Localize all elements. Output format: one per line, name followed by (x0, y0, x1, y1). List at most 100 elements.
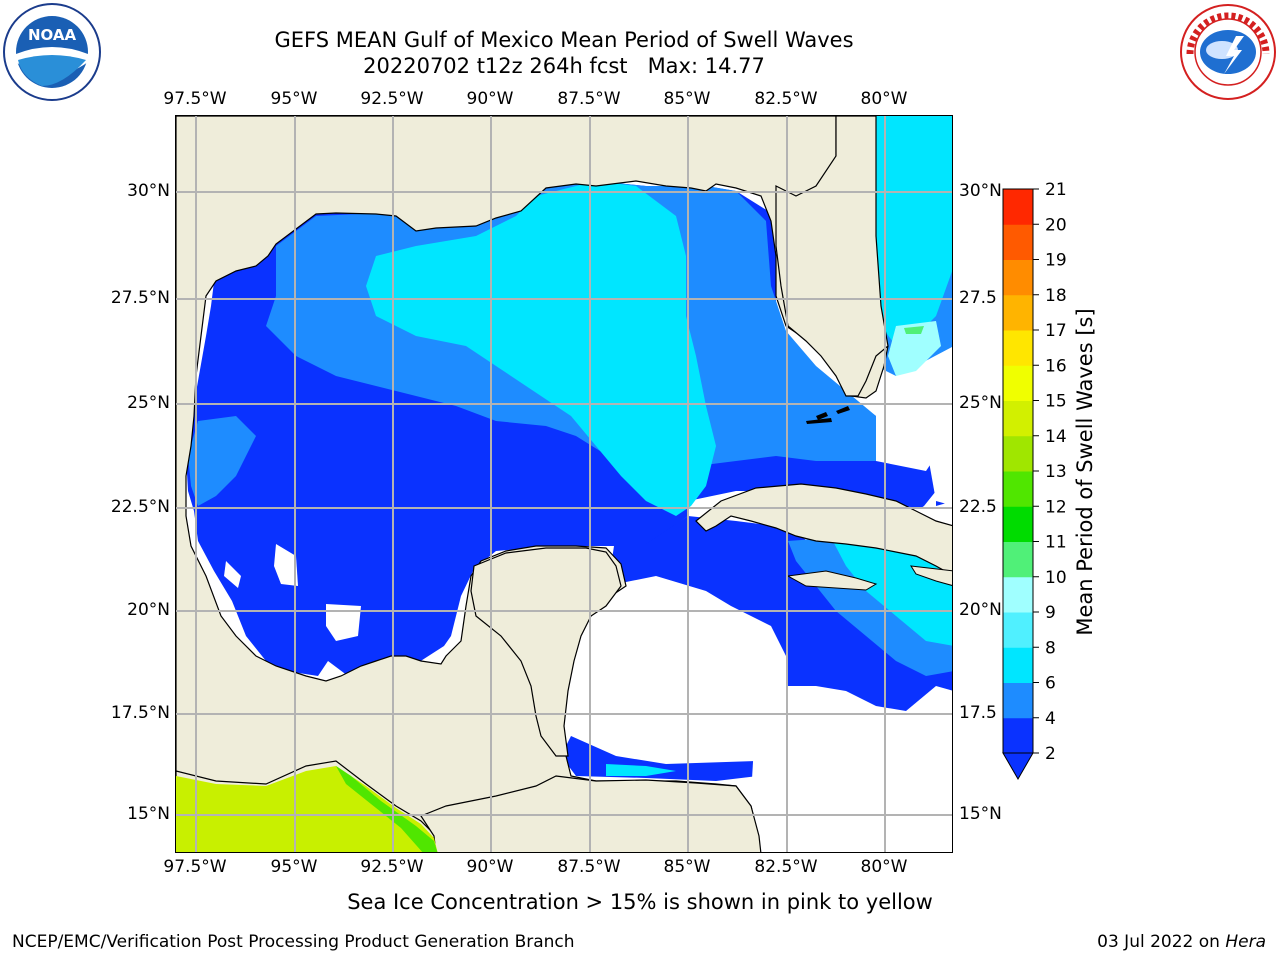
lon-label-top: 95°W (270, 89, 318, 109)
land-florida (775, 116, 889, 397)
lon-label-bottom: 82.5°W (754, 857, 818, 877)
colorbar-tick-label: 18 (1045, 286, 1067, 306)
colorbar-segment (1003, 506, 1033, 542)
colorbar-segment (1003, 717, 1033, 754)
lat-label-left: 17.5°N (110, 703, 170, 723)
colorbar-tick-label: 21 (1045, 180, 1067, 200)
colorbar-segment (1003, 294, 1033, 331)
colorbar-tick-label: 10 (1045, 568, 1067, 588)
colorbar-segment (1003, 435, 1033, 472)
nws-logo (1178, 2, 1278, 102)
lon-label-bottom: 87.5°W (557, 857, 621, 877)
no-data-patch (274, 544, 298, 586)
colorbar-tick-label: 15 (1045, 392, 1067, 412)
colorbar-extend-arrow (1002, 752, 1034, 781)
colorbar-svg: 2 4 6 8 9 10 11 12 13 14 15 16 17 18 19 20 21 (1002, 180, 1067, 781)
colorbar-segment (1003, 189, 1033, 225)
colorbar: 2 4 6 8 9 10 11 12 13 14 15 16 17 18 19 20 21 (995, 175, 1075, 799)
lon-label-top: 85°W (663, 89, 711, 109)
colorbar-tick-label: 19 (1045, 251, 1067, 271)
land-yucatan (470, 547, 622, 757)
noaa-logo-text: NOAA (28, 26, 77, 44)
colorbar-tick-label: 11 (1045, 533, 1067, 553)
lon-label-bottom: 80°W (860, 857, 908, 877)
land-cuba (695, 483, 952, 576)
lon-label-bottom: 95°W (270, 857, 318, 877)
lat-label-right: 17.5 (959, 703, 997, 723)
swell-period-map (176, 116, 952, 852)
colorbar-segment (1003, 330, 1033, 366)
swell-region-pacific-edge (336, 766, 438, 852)
no-data-patch (224, 561, 241, 588)
no-data-patch (751, 711, 952, 852)
lon-label-top: 87.5°W (557, 89, 621, 109)
lat-label-right: 22.5 (959, 497, 997, 517)
credit-text: NCEP/EMC/Verification Post Processing Pr… (12, 932, 575, 952)
lon-label-top: 97.5°W (163, 89, 227, 109)
colorbar-tick-label: 8 (1045, 638, 1056, 658)
map-gridlines (176, 116, 952, 852)
colorbar-tick-label: 17 (1045, 321, 1067, 341)
lat-label-left: 20°N (127, 600, 170, 620)
colorbar-segment (1003, 471, 1033, 507)
colorbar-tick-label: 4 (1045, 709, 1056, 729)
land-bahamas (816, 412, 828, 420)
lat-label-right: 25°N (959, 393, 1002, 413)
noaa-logo: NOAA (2, 2, 102, 102)
swell-region-6-8s-honduras (606, 764, 676, 776)
lat-label-left: 30°N (127, 181, 170, 201)
lat-label-left: 27.5°N (110, 288, 170, 308)
no-data-patch (326, 604, 361, 641)
colorbar-segment (1003, 365, 1033, 401)
lon-label-bottom: 92.5°W (360, 857, 424, 877)
colorbar-segment (1003, 259, 1033, 296)
colorbar-tick-label: 9 (1045, 603, 1056, 623)
map-panel (175, 115, 953, 853)
lon-label-top: 92.5°W (360, 89, 424, 109)
lon-label-bottom: 97.5°W (163, 857, 227, 877)
land-keys (806, 418, 832, 424)
date-text: 03 Jul 2022 on (1097, 932, 1226, 952)
no-data-patch (928, 394, 952, 506)
land-hispaniola (910, 565, 952, 586)
lon-label-top: 82.5°W (754, 89, 818, 109)
swell-region-4-6s-west (188, 416, 256, 506)
lat-label-right: 15°N (959, 804, 1002, 824)
sea-ice-note: Sea Ice Concentration > 15% is shown in … (347, 890, 933, 914)
colorbar-title: Mean Period of Swell Waves [s] (1073, 308, 1097, 636)
colorbar-segment (1003, 612, 1033, 648)
swell-region-6-8s-caribbean (826, 528, 952, 646)
machine-name: Hera (1225, 932, 1266, 952)
colorbar-tick-label: 2 (1045, 744, 1056, 764)
lat-label-left: 25°N (127, 393, 170, 413)
swell-region-pacific (176, 766, 438, 852)
lon-label-bottom: 90°W (466, 857, 514, 877)
colorbar-tick-label: 6 (1045, 674, 1056, 694)
colorbar-segment (1003, 647, 1033, 683)
land-jamaica (786, 570, 878, 591)
lat-label-right: 30°N (959, 181, 1002, 201)
lat-label-right: 27.5 (959, 288, 997, 308)
chart-title: GEFS MEAN Gulf of Mexico Mean Period of … (274, 28, 854, 52)
lon-label-bottom: 85°W (663, 857, 711, 877)
colorbar-tick-label: 14 (1045, 427, 1067, 447)
lat-label-left: 15°N (127, 804, 170, 824)
colorbar-segment (1003, 576, 1033, 613)
colorbar-segment (1003, 224, 1033, 260)
chart-subtitle: 20220702 t12z 264h fcst Max: 14.77 (363, 54, 765, 78)
swell-region-6-8s (366, 181, 716, 516)
colorbar-segment (1003, 541, 1033, 578)
lon-label-top: 80°W (860, 89, 908, 109)
lon-label-top: 90°W (466, 89, 514, 109)
colorbar-segment (1003, 400, 1033, 437)
date-stamp: 03 Jul 2022 on Hera (1097, 932, 1266, 952)
land-bahamas (836, 406, 850, 414)
colorbar-segment (1003, 682, 1033, 719)
lat-label-left: 22.5°N (110, 497, 170, 517)
colorbar-tick-label: 12 (1045, 497, 1067, 517)
swell-region-8-9s (888, 321, 941, 376)
colorbar-tick-label: 20 (1045, 215, 1067, 235)
lat-label-right: 20°N (959, 600, 1002, 620)
colorbar-tick-label: 16 (1045, 356, 1067, 376)
swell-region-9-10s (904, 326, 924, 334)
